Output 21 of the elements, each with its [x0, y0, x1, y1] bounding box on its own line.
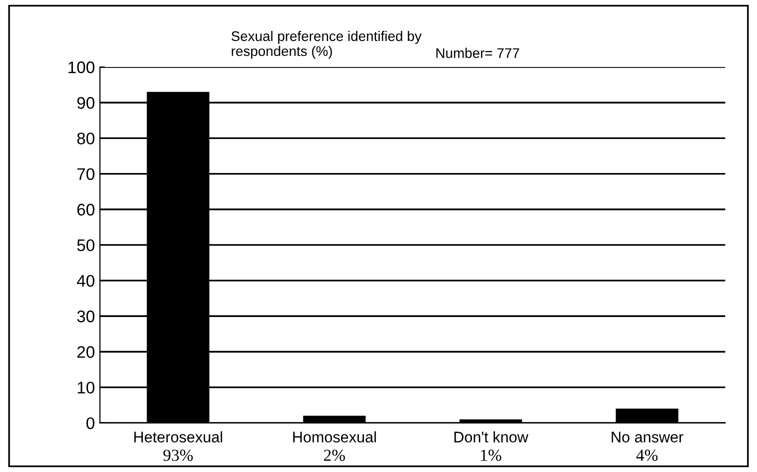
y-tick-label: 90: [77, 97, 94, 109]
data-label: 4%: [636, 450, 658, 461]
y-tick-label: 50: [77, 239, 94, 252]
y-tick-label: 80: [77, 132, 94, 144]
y-tick-label: 10: [78, 382, 94, 394]
data-label: 93%: [163, 450, 193, 461]
text: Number= 777: [436, 48, 520, 58]
data-label: 2%: [324, 450, 345, 461]
data-label: 1%: [481, 450, 502, 461]
x-tick-label: No answer: [612, 432, 684, 442]
x-tick-label: Don't know: [454, 431, 528, 442]
y-tick-label: 60: [77, 204, 94, 216]
y-tick-label: 70: [77, 168, 94, 180]
y-tick-label: 30: [77, 310, 94, 322]
y-tick-label: 40: [76, 274, 94, 287]
y-tick-label: 20: [77, 346, 94, 358]
x-tick-label: Homosexual: [293, 431, 376, 442]
y-tick-label: 100: [68, 61, 94, 74]
chart-title: Sexual preference identified by respondents (%): [232, 30, 422, 59]
x-tick-label: Heterosexual: [134, 431, 222, 442]
y-tick-label: 0: [86, 417, 94, 430]
